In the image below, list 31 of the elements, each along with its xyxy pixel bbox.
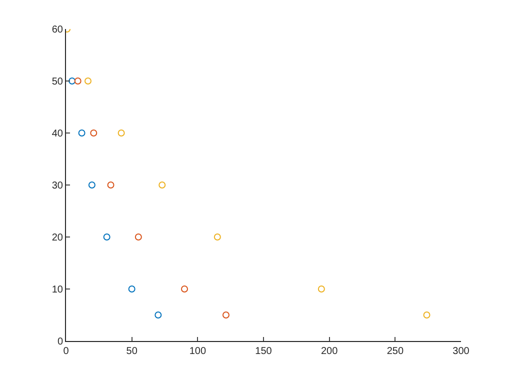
x-tick-label: 250 (386, 346, 404, 357)
point (84, 78, 92, 84)
point (118, 130, 125, 136)
y-tick-label: 30 (52, 180, 64, 192)
point (158, 182, 166, 188)
x-tick-label: 300 (452, 346, 470, 357)
y-tick-label: 40 (52, 128, 64, 140)
point (74, 78, 82, 84)
point (134, 234, 142, 240)
x-tick-label: 200 (320, 346, 338, 357)
y-tick-label: 20 (52, 232, 64, 244)
point (128, 286, 136, 292)
y-tick-label: 60 (52, 24, 64, 36)
point (68, 78, 76, 84)
x-tick-label: 50 (126, 346, 138, 357)
x-tick-label: 150 (255, 346, 272, 357)
point (214, 234, 221, 240)
point (154, 312, 162, 318)
y-tick-label: 0 (57, 336, 64, 348)
point (78, 130, 86, 136)
point (423, 312, 430, 318)
y-tick-label: 50 (52, 76, 64, 88)
y-tick-label: 10 (52, 284, 64, 296)
point (181, 286, 188, 292)
point (107, 182, 114, 188)
point (103, 234, 110, 240)
point (90, 130, 98, 136)
point (318, 286, 325, 292)
x-tick-label: 100 (189, 346, 206, 357)
point (88, 182, 96, 188)
point (222, 312, 230, 318)
